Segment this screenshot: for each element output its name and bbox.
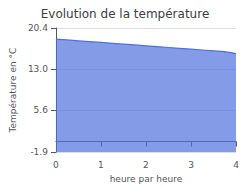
svg-text:3: 3 xyxy=(188,160,194,170)
svg-text:1: 1 xyxy=(98,160,104,170)
svg-text:2: 2 xyxy=(143,160,149,170)
svg-text:heure par heure: heure par heure xyxy=(110,174,183,184)
svg-text:20.4: 20.4 xyxy=(28,23,48,33)
svg-text:4: 4 xyxy=(233,160,239,170)
svg-text:0: 0 xyxy=(53,160,59,170)
svg-text:13.0: 13.0 xyxy=(28,64,48,74)
svg-text:5.6: 5.6 xyxy=(34,105,49,115)
svg-text:Evolution de la température: Evolution de la température xyxy=(41,7,210,21)
svg-text:Température en °C: Température en °C xyxy=(8,48,18,134)
svg-text:-1.9: -1.9 xyxy=(30,147,48,157)
